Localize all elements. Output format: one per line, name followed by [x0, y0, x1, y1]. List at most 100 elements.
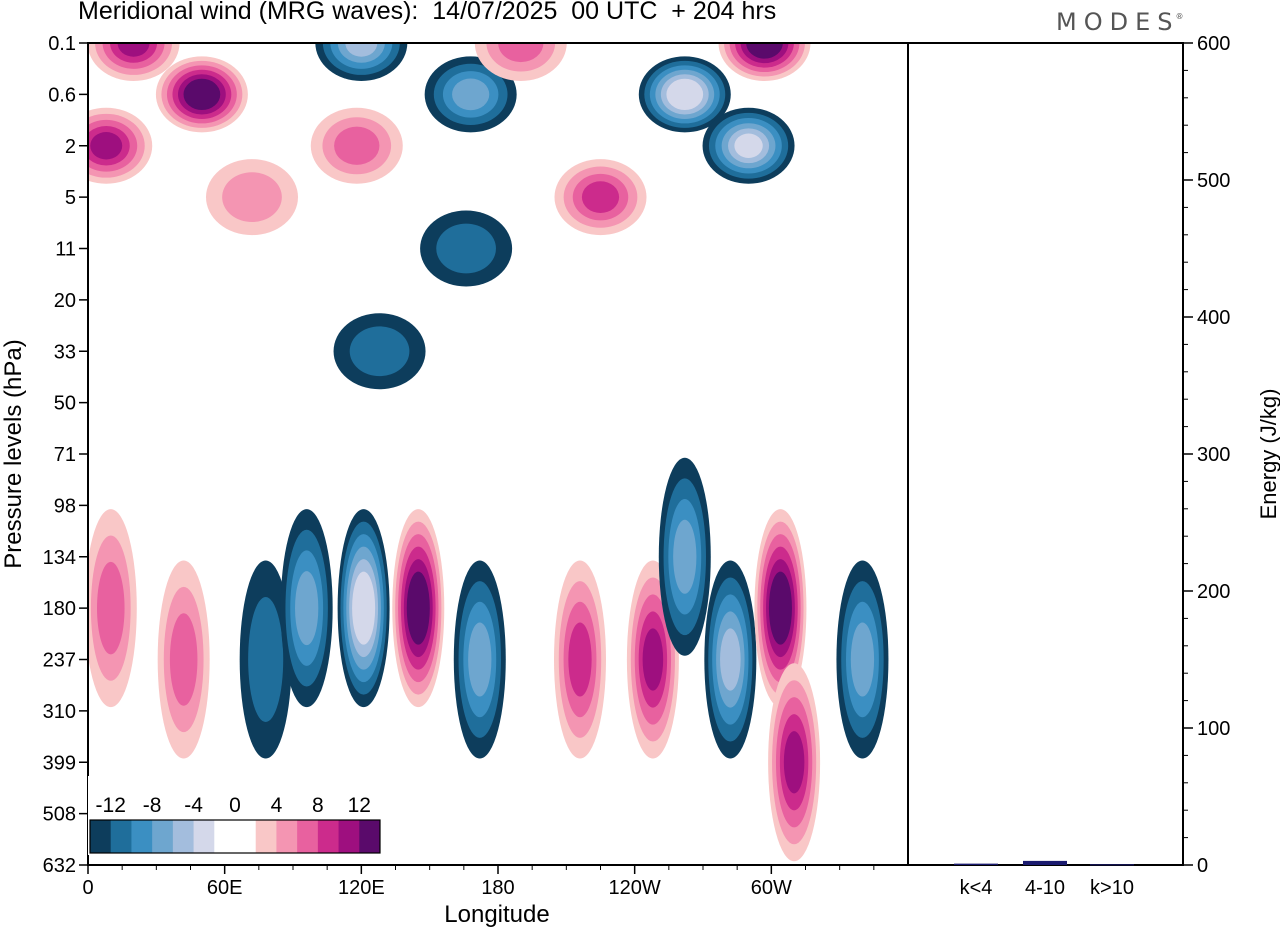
- field-feature: [754, 509, 807, 708]
- energy-category-label: k<4: [960, 877, 993, 899]
- colorbar-swatch: [359, 820, 381, 853]
- contour-band: [720, 628, 741, 691]
- colorbar-label: 4: [271, 794, 283, 817]
- field-feature: [420, 210, 513, 287]
- field-feature: [768, 663, 821, 862]
- contour-band: [568, 622, 592, 697]
- y-tick-label: 71: [54, 444, 76, 466]
- contour-band: [581, 181, 620, 213]
- field-feature: [474, 43, 567, 81]
- colorbar-swatch: [235, 820, 257, 853]
- x-tick-label: 120W: [609, 877, 661, 899]
- y-tick-label: 180: [43, 598, 76, 620]
- y-tick-label: 399: [43, 752, 76, 774]
- field-feature: [280, 509, 333, 708]
- colorbar-swatch: [255, 820, 277, 853]
- contour-band: [771, 584, 790, 633]
- contour-band: [248, 597, 284, 722]
- field-feature: [554, 159, 647, 236]
- x-tick-label: 0: [82, 877, 93, 899]
- colorbar-label: 8: [312, 794, 324, 817]
- contour-band: [117, 43, 150, 57]
- field-feature: [392, 509, 445, 708]
- x-tick-label: 180: [481, 877, 514, 899]
- y-tick-label: 2: [65, 136, 76, 158]
- colorbar-swatch: [193, 820, 215, 853]
- energy-bar: [954, 863, 998, 865]
- energy-bar: [1090, 864, 1134, 866]
- field-feature: [554, 560, 606, 759]
- energy-axis-label: Energy (J/kg): [1256, 389, 1280, 520]
- contour-band: [783, 731, 805, 794]
- field-feature: [333, 313, 426, 390]
- y-tick-label: 11: [55, 239, 76, 261]
- contour-band: [642, 628, 664, 691]
- contour-band: [436, 223, 496, 274]
- chart-title: Meridional wind (MRG waves): 14/07/2025 …: [78, 0, 777, 25]
- field-feature: [718, 43, 811, 81]
- x-tick-label: 120E: [338, 877, 385, 899]
- field-feature: [310, 107, 403, 184]
- energy-category-label: 4-10: [1025, 877, 1065, 899]
- colorbar-swatch: [131, 820, 153, 853]
- contour-band: [751, 43, 778, 55]
- contour-band: [452, 78, 490, 111]
- energy-tick-label: 0: [1197, 855, 1208, 877]
- field-feature: [157, 560, 210, 759]
- colorbar-swatch: [317, 820, 340, 853]
- energy-tick-label: 500: [1197, 170, 1230, 192]
- y-tick-label: 134: [43, 547, 76, 569]
- contour-band: [409, 584, 427, 633]
- field-feature: [88, 509, 137, 708]
- brand-text: MODES: [1056, 8, 1180, 36]
- colorbar-label: 0: [229, 794, 241, 817]
- field-feature: [315, 43, 408, 81]
- contour-band: [334, 126, 380, 165]
- field-feature: [453, 560, 506, 759]
- registered-mark: ®: [1175, 12, 1184, 21]
- colorbar-swatch: [152, 820, 174, 853]
- contour-band: [673, 519, 697, 594]
- modes-logo: MODES®: [1056, 8, 1187, 36]
- field-feature: [702, 107, 795, 184]
- x-tick-label: 60E: [207, 877, 243, 899]
- y-tick-label: 20: [54, 290, 76, 312]
- heatmap-fields: [88, 43, 889, 862]
- contour-band: [169, 613, 198, 706]
- y-tick-label: 0.1: [48, 33, 76, 55]
- field-feature: [638, 56, 731, 133]
- contour-band: [498, 43, 544, 63]
- contour-band: [850, 622, 875, 697]
- field-feature: [155, 56, 248, 133]
- energy-tick-label: 600: [1197, 33, 1230, 55]
- field-feature: [424, 56, 517, 133]
- field-feature: [337, 509, 390, 708]
- field-feature: [88, 107, 153, 184]
- y-tick-label: 50: [54, 393, 76, 415]
- y-tick-label: 33: [54, 341, 76, 363]
- colorbar-swatch: [90, 820, 112, 853]
- y-tick-label: 0.6: [48, 84, 76, 106]
- y-tick-label: 508: [43, 804, 76, 826]
- field-feature: [658, 457, 711, 656]
- field-feature: [206, 159, 298, 236]
- colorbar-swatch: [338, 820, 360, 853]
- colorbar-swatch: [172, 820, 195, 853]
- colorbar-swatch: [110, 820, 132, 853]
- field-feature: [836, 560, 889, 759]
- energy-tick-label: 300: [1197, 444, 1230, 466]
- contour-band: [90, 132, 123, 160]
- contour-band: [354, 584, 373, 633]
- colorbar-swatch: [297, 820, 319, 853]
- contour-band: [345, 43, 378, 57]
- y-tick-label: 310: [43, 701, 76, 723]
- colorbar-swatch: [214, 820, 236, 853]
- colorbar-label: -8: [143, 794, 162, 817]
- y-tick-label: 237: [43, 650, 76, 672]
- contour-band: [189, 83, 215, 106]
- field-feature: [88, 43, 180, 81]
- y-axis-label: Pressure levels (hPa): [0, 339, 27, 568]
- energy-bar: [1023, 860, 1067, 865]
- x-tick-label: 60W: [751, 877, 792, 899]
- colorbar-label: -4: [184, 794, 203, 817]
